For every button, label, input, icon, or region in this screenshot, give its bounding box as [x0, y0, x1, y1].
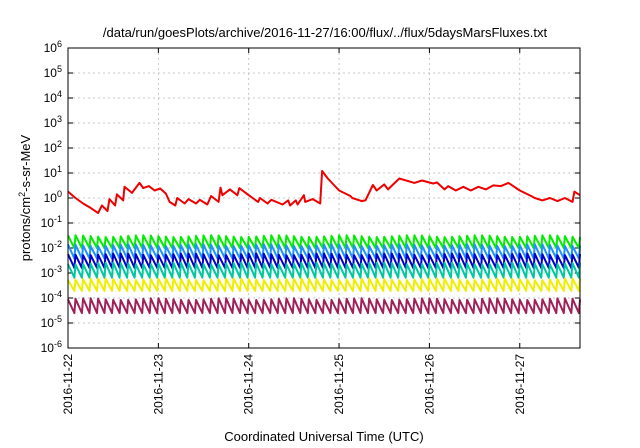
y-tick-exponent: 1 [57, 164, 62, 174]
y-tick-base: 10 [44, 41, 58, 55]
y-tick-label: 10-3 [41, 264, 62, 280]
series-line-2 [67, 234, 581, 250]
y-tick-label: 102 [44, 139, 62, 155]
series-lines [67, 170, 581, 315]
y-tick-base: 10 [41, 341, 55, 355]
y-tick-base: 10 [44, 66, 58, 80]
series-line-1 [67, 170, 581, 215]
y-axis-ticks: 10-610-510-410-310-210-11001011021031041… [41, 39, 580, 355]
x-axis-ticks: 2016-11-22 2016-11-23 2016-11-24 2016-11-25… [61, 48, 527, 415]
y-tick-base: 10 [41, 266, 55, 280]
y-tick-base: 10 [44, 141, 58, 155]
y-tick-exponent: -1 [54, 214, 62, 224]
y-tick-label: 10-1 [41, 214, 62, 230]
y-tick-label: 105 [44, 64, 62, 80]
x-tick-label: 2016-11-25 [332, 354, 346, 415]
y-tick-label: 10-4 [41, 289, 62, 305]
y-tick-exponent: 3 [57, 114, 62, 124]
y-axis-title: protons/cm2-s-sr-MeV [17, 134, 33, 261]
y-axis-title-part-1: protons/cm [18, 197, 33, 261]
y-tick-exponent: -4 [54, 289, 62, 299]
x-tick-label: 2016-11-26 [422, 354, 436, 415]
plot-frame [67, 47, 581, 349]
y-tick-exponent: 0 [57, 189, 62, 199]
y-tick-label: 103 [44, 114, 62, 130]
x-tick-label: 2016-11-23 [151, 354, 165, 415]
y-tick-exponent: 4 [57, 89, 62, 99]
y-tick-base: 10 [44, 91, 58, 105]
x-axis-title: Coordinated Universal Time (UTC) [224, 429, 423, 444]
x-tick-label: 2016-11-27 [513, 354, 527, 415]
y-tick-base: 10 [44, 191, 58, 205]
y-tick-base: 10 [41, 216, 55, 230]
y-tick-base: 10 [41, 316, 55, 330]
y-tick-base: 10 [41, 291, 55, 305]
y-tick-label: 10-2 [41, 239, 62, 255]
series-line-3 [67, 243, 581, 260]
y-tick-base: 10 [44, 116, 58, 130]
y-axis-title-superscript: 2 [17, 192, 27, 197]
series-line-6 [67, 277, 581, 292]
y-tick-exponent: -3 [54, 264, 62, 274]
y-tick-exponent: 5 [57, 64, 62, 74]
y-tick-exponent: -2 [54, 239, 62, 249]
y-tick-label: 100 [44, 189, 62, 205]
chart-title: /data/run/goesPlots/archive/2016-11-27/1… [103, 25, 548, 40]
y-tick-exponent: -5 [54, 314, 62, 324]
x-tick-label: 2016-11-24 [242, 354, 256, 415]
series-line-5 [67, 261, 581, 279]
y-tick-label: 101 [44, 164, 62, 180]
y-tick-base: 10 [44, 166, 58, 180]
y-tick-base: 10 [41, 241, 55, 255]
y-tick-exponent: -6 [54, 339, 62, 349]
y-tick-label: 10-5 [41, 314, 62, 330]
y-tick-exponent: 6 [57, 39, 62, 49]
y-tick-exponent: 2 [57, 139, 62, 149]
y-tick-label: 10-6 [41, 339, 62, 355]
y-tick-label: 106 [44, 39, 62, 55]
series-line-7 [67, 297, 581, 315]
grid-lines [68, 48, 580, 348]
y-axis-title-part-2: -s-sr-MeV [18, 134, 33, 191]
y-tick-label: 104 [44, 89, 62, 105]
x-tick-label: 2016-11-22 [61, 354, 75, 415]
